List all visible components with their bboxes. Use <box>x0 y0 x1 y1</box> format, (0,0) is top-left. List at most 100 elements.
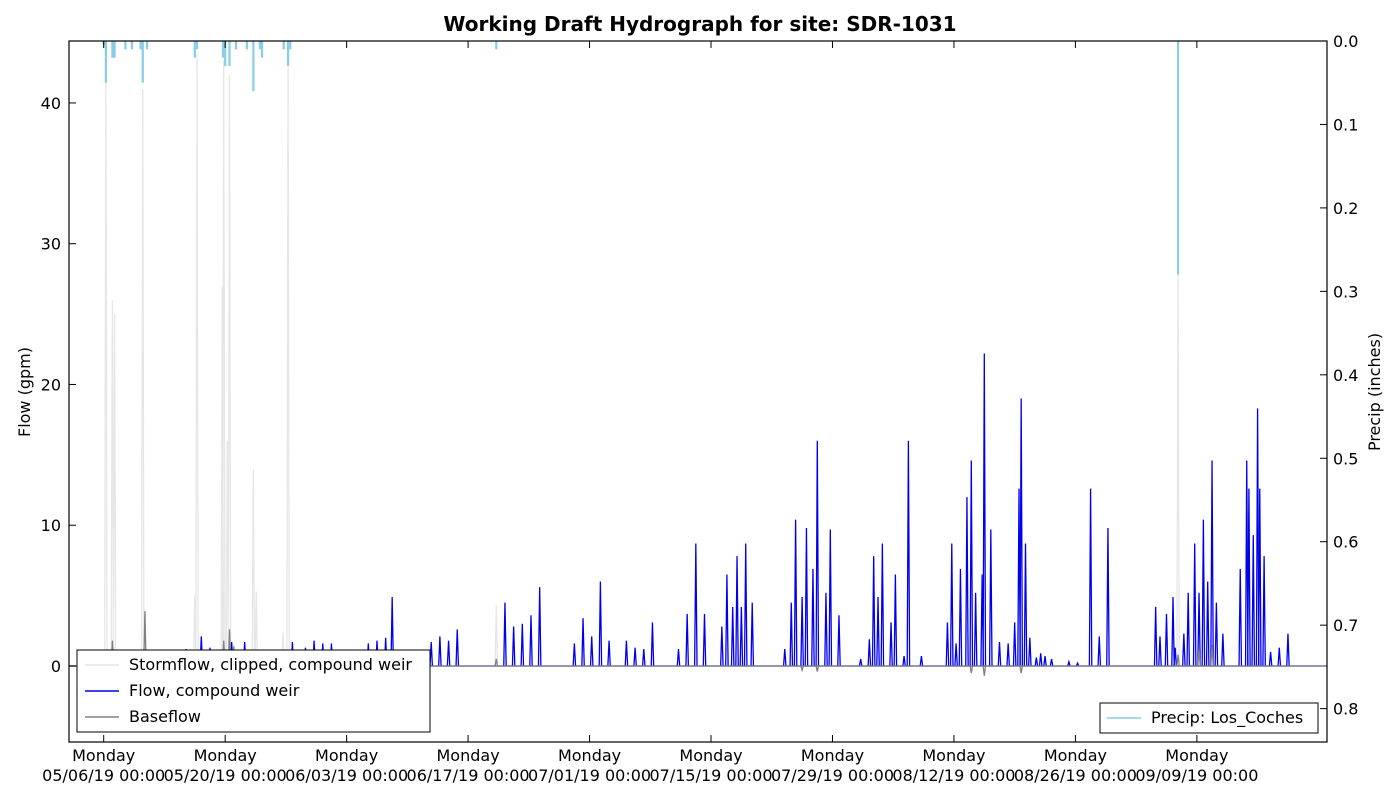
flow-spike <box>750 602 755 667</box>
x-tick-label-day: Monday <box>1165 746 1228 765</box>
flow-spike <box>572 643 577 667</box>
x-tick-label-day: Monday <box>679 746 742 765</box>
y-left-tick-label: 30 <box>41 235 61 254</box>
y-right-tick-label: 0.6 <box>1333 533 1358 552</box>
flow-spike <box>589 636 594 667</box>
flow-spike <box>789 602 794 667</box>
flow-spike <box>1214 602 1219 667</box>
stormflow-spike <box>494 605 499 667</box>
legend-flow-label: Flow, compound weir <box>129 681 300 700</box>
chart-title: Working Draft Hydrograph for site: SDR-1… <box>443 12 956 36</box>
flow-spike <box>1286 633 1290 667</box>
flow-spike <box>739 606 744 667</box>
flow-spike <box>1201 519 1206 666</box>
flow-spike <box>598 581 603 666</box>
flow-spike <box>633 647 637 667</box>
flow-spike <box>949 543 954 666</box>
flow-spike <box>1268 651 1273 667</box>
flow-spike <box>876 597 880 666</box>
flow-spike <box>889 622 893 667</box>
flow-spike <box>1277 647 1282 667</box>
flow-spike <box>1173 647 1178 667</box>
flow-spike <box>837 615 841 667</box>
y-right-tick-label: 0.3 <box>1333 282 1358 301</box>
x-tick-label-day: Monday <box>1044 746 1107 765</box>
flow-spike <box>641 649 646 667</box>
stormflow-spike <box>104 81 108 666</box>
flow-spike <box>1049 658 1054 667</box>
x-tick-label-date: 08/26/19 00:00 <box>1014 766 1137 785</box>
flow-spike <box>537 587 542 666</box>
stormflow-spike <box>1176 271 1180 666</box>
x-tick-label-day: Monday <box>558 746 621 765</box>
flow-spike <box>1257 488 1262 666</box>
legend-precip-label: Precip: Los_Coches <box>1151 708 1303 728</box>
flow-spike <box>1006 643 1011 667</box>
flow-spike <box>828 529 833 666</box>
flow-spike <box>743 543 748 666</box>
flow-spike <box>973 592 978 666</box>
flow-spike <box>919 656 924 667</box>
flow-spike <box>1106 528 1110 666</box>
flow-spike <box>1019 398 1024 666</box>
stormflow-spike <box>227 74 232 666</box>
baseflow-spike <box>1197 649 1201 667</box>
flow-spike <box>793 519 798 666</box>
flow-spike <box>1028 637 1032 667</box>
flow-spike <box>676 649 681 667</box>
flow-spike <box>1034 657 1039 667</box>
flow-spike <box>1255 408 1260 666</box>
baseflow-spike <box>143 611 147 667</box>
x-tick-label-date: 09/09/19 00:00 <box>1135 766 1258 785</box>
legend-left: Stormflow, clipped, compound weir Flow, … <box>76 649 431 733</box>
flow-spike <box>1158 636 1162 667</box>
legend-baseflow-label: Baseflow <box>129 707 201 726</box>
baseflow-spike <box>1019 665 1024 674</box>
y-left-tick-label: 10 <box>41 516 61 535</box>
flow-spike <box>902 656 906 667</box>
y-right-tick-label: 0.4 <box>1333 366 1358 385</box>
x-tick-label-date: 06/03/19 00:00 <box>285 766 408 785</box>
flow-spike <box>1038 653 1043 667</box>
flow-spike <box>906 440 911 666</box>
baseflow-spike <box>1176 654 1180 667</box>
flow-spike <box>871 556 876 666</box>
series-flow <box>69 353 1327 667</box>
x-tick-label-day: Monday <box>437 746 500 765</box>
flow-spike <box>954 643 958 667</box>
flow-spike <box>511 626 516 667</box>
flow-spike <box>702 613 707 667</box>
stormflow-spike <box>286 67 290 666</box>
flow-spike <box>720 626 724 667</box>
y-right-tick-label: 0.8 <box>1333 700 1358 719</box>
x-tick-label-day: Monday <box>922 746 985 765</box>
x-tick-label-date: 07/01/19 00:00 <box>528 766 651 785</box>
stormflow-spike <box>221 60 226 666</box>
plot-frame <box>68 40 1328 743</box>
y-right-tick-label: 0.7 <box>1333 616 1358 635</box>
y-right-tick-label: 0.2 <box>1333 199 1358 218</box>
series-stormflow <box>69 53 1327 667</box>
flow-spike <box>503 602 507 667</box>
flow-spike <box>893 574 898 666</box>
flow-spike <box>520 623 525 667</box>
flow-spike <box>438 636 442 667</box>
baseflow-spike <box>800 665 804 673</box>
series-layer <box>69 41 1327 676</box>
flow-spike <box>969 460 974 666</box>
flow-spike <box>1197 592 1201 666</box>
x-tick-label-date: 08/12/19 00:00 <box>892 766 1015 785</box>
baseflow-spike <box>1210 644 1214 667</box>
flow-spike <box>1023 543 1028 666</box>
flow-spike <box>1075 661 1080 667</box>
flow-spike <box>824 592 828 666</box>
baseflow-spike <box>969 665 974 674</box>
y-right-tick-label: 0.0 <box>1333 32 1358 51</box>
stormflow-spike <box>112 314 117 666</box>
flow-spike <box>1164 613 1169 667</box>
flow-spike <box>867 639 872 667</box>
flow-spike <box>685 613 690 667</box>
flow-spike <box>1192 543 1197 666</box>
